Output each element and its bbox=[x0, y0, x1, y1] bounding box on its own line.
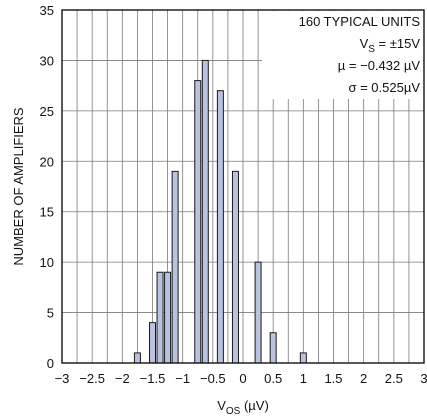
y-tick-label: 20 bbox=[40, 154, 54, 169]
x-axis-label: VOS (µV) bbox=[217, 398, 269, 417]
x-tick-labels: −3 −2.5 −2 −1.5 −1 −0.5 0 0.5 1 1.5 2 2.5 3 bbox=[55, 371, 427, 386]
annotation-box bbox=[262, 11, 423, 99]
y-tick-label: 30 bbox=[40, 53, 54, 68]
x-tick-label: 0 bbox=[239, 371, 246, 386]
bar bbox=[231, 170, 239, 364]
x-tick-label: 0.5 bbox=[264, 371, 282, 386]
annotation-text: 160 TYPICAL UNITS VS = ±15V µ = −0.432 µV σ… bbox=[299, 14, 421, 95]
y-tick-label: 35 bbox=[40, 3, 54, 18]
x-axis-title: VOS (µV) bbox=[217, 398, 269, 417]
bar bbox=[269, 332, 277, 364]
y-tick-label: 0 bbox=[47, 356, 54, 371]
bar bbox=[299, 352, 307, 364]
y-tick-label: 15 bbox=[40, 205, 54, 220]
x-tick-label: 1 bbox=[300, 371, 307, 386]
annotation-supply: VS = ±15V bbox=[360, 36, 421, 55]
annotation-sigma: σ = 0.525µV bbox=[348, 80, 420, 95]
bar bbox=[164, 271, 172, 364]
x-tick-label: −2.5 bbox=[79, 371, 105, 386]
y-tick-label: 25 bbox=[40, 104, 54, 119]
plot-frame bbox=[61, 9, 425, 364]
bar bbox=[194, 80, 202, 364]
bar bbox=[133, 352, 141, 364]
annotation-mean: µ = −0.432 µV bbox=[338, 58, 421, 73]
bar bbox=[201, 59, 209, 364]
bar bbox=[156, 271, 164, 364]
x-tick-label: −2 bbox=[115, 371, 130, 386]
bar bbox=[254, 261, 262, 364]
annotation-units: 160 TYPICAL UNITS bbox=[299, 14, 421, 29]
x-tick-label: −1 bbox=[175, 371, 190, 386]
y-axis-label: NUMBER OF AMPLIFIERS bbox=[11, 107, 26, 266]
bar bbox=[149, 322, 156, 364]
y-tick-labels: 0 5 10 15 20 25 30 35 bbox=[40, 3, 54, 371]
y-tick-label: 5 bbox=[47, 306, 54, 321]
bar bbox=[216, 90, 224, 364]
y-tick-label: 10 bbox=[40, 255, 54, 270]
x-tick-label: −3 bbox=[55, 371, 70, 386]
x-tick-label: 2.5 bbox=[385, 371, 403, 386]
x-tick-label: 2 bbox=[360, 371, 367, 386]
x-tick-label: 3 bbox=[420, 371, 427, 386]
bar bbox=[171, 170, 179, 364]
y-axis-title: NUMBER OF AMPLIFIERS bbox=[11, 107, 26, 266]
x-tick-label: −0.5 bbox=[200, 371, 226, 386]
x-tick-label: 1.5 bbox=[324, 371, 342, 386]
x-tick-label: −1.5 bbox=[140, 371, 166, 386]
